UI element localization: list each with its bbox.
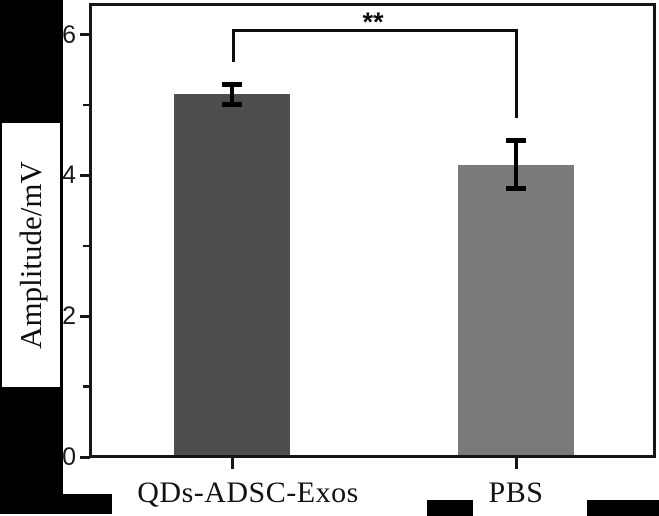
error-bar-cap-bottom-1	[506, 186, 526, 192]
y-minor-tick-5	[83, 103, 90, 107]
significance-bracket-horizontal	[232, 29, 518, 32]
significance-bracket-right-drop	[515, 29, 518, 118]
bar-0	[174, 94, 290, 456]
error-bar-stem-1	[514, 140, 518, 190]
significance-label: **	[362, 7, 384, 37]
y-minor-tick-1	[83, 385, 90, 388]
y-tick-0	[80, 455, 90, 459]
black-strip-left-foot	[0, 494, 112, 514]
error-bar-cap-top-1	[506, 138, 526, 144]
error-bar-cap-bottom-0	[222, 102, 242, 107]
y-axis-title: Amplitude/mV	[13, 161, 48, 349]
category-label-qds-adsc-exos: QDs-ADSC-Exos	[137, 476, 359, 509]
y-tick-label-6: 6	[62, 20, 76, 49]
significance-bracket-left-drop	[232, 29, 235, 62]
x-tick-0	[230, 458, 234, 469]
error-bar-stem-0	[230, 83, 234, 105]
bar-1	[458, 164, 574, 456]
black-bar-bottom-middle	[427, 500, 473, 516]
error-bar-cap-top-0	[222, 81, 242, 87]
y-tick-label-2: 2	[62, 302, 76, 331]
y-tick-4	[80, 173, 90, 177]
y-tick-label-4: 4	[62, 161, 76, 190]
y-minor-tick-3	[83, 244, 90, 248]
category-label-pbs: PBS	[488, 476, 544, 509]
y-tick-2	[80, 314, 90, 318]
y-tick-6	[80, 33, 90, 37]
x-tick-1	[514, 458, 518, 469]
black-bar-bottom-right	[587, 500, 659, 516]
y-axis-title-box: Amplitude/mV	[2, 123, 60, 387]
y-tick-label-0: 0	[62, 443, 76, 471]
